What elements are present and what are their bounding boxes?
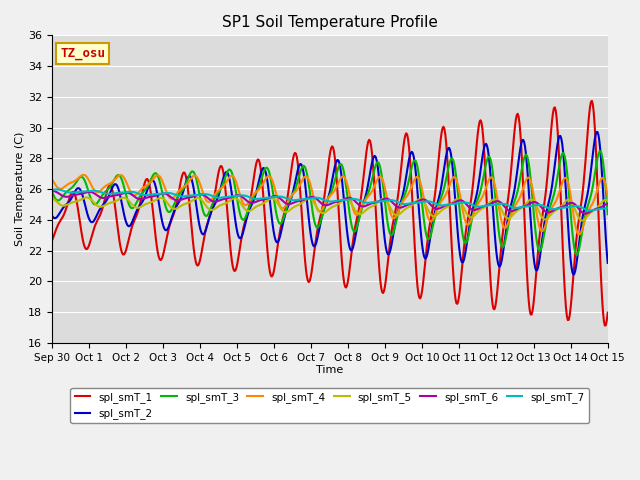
X-axis label: Time: Time	[316, 365, 343, 375]
spl_smT_2	[419, 248, 427, 254]
spl_smT_4	[192, 173, 200, 179]
spl_smT_5	[300, 198, 308, 204]
spl_smT_2	[570, 272, 577, 277]
spl_smT_4	[79, 172, 87, 178]
spl_smT_1	[601, 323, 609, 328]
spl_smT_3	[596, 148, 604, 154]
spl_smT_6	[420, 197, 428, 203]
spl_smT_1	[147, 186, 154, 192]
spl_smT_6	[48, 188, 56, 194]
Line: spl_smT_4: spl_smT_4	[52, 175, 608, 235]
spl_smT_7	[48, 187, 56, 193]
spl_smT_4	[420, 196, 428, 202]
spl_smT_3	[48, 188, 56, 194]
spl_smT_2	[147, 180, 154, 185]
spl_smT_4	[467, 217, 475, 223]
spl_smT_7	[376, 199, 384, 204]
spl_smT_1	[604, 310, 612, 315]
spl_smT_1	[588, 98, 596, 104]
Line: spl_smT_5: spl_smT_5	[52, 197, 608, 220]
spl_smT_2	[467, 217, 474, 223]
spl_smT_7	[586, 207, 594, 213]
spl_smT_3	[376, 161, 383, 167]
spl_smT_7	[300, 196, 308, 202]
spl_smT_6	[582, 211, 589, 216]
spl_smT_6	[192, 193, 200, 199]
Text: TZ_osu: TZ_osu	[60, 47, 105, 60]
spl_smT_7	[467, 202, 475, 207]
spl_smT_3	[419, 209, 427, 215]
spl_smT_4	[604, 194, 612, 200]
spl_smT_7	[147, 192, 155, 197]
spl_smT_5	[376, 197, 384, 203]
spl_smT_2	[191, 192, 198, 197]
spl_smT_4	[147, 179, 155, 184]
spl_smT_2	[376, 178, 383, 184]
Title: SP1 Soil Temperature Profile: SP1 Soil Temperature Profile	[222, 15, 438, 30]
spl_smT_6	[604, 201, 612, 207]
Line: spl_smT_7: spl_smT_7	[52, 190, 608, 210]
Line: spl_smT_3: spl_smT_3	[52, 151, 608, 255]
spl_smT_1	[48, 238, 56, 244]
spl_smT_3	[300, 163, 307, 169]
spl_smT_6	[49, 188, 56, 194]
spl_smT_1	[191, 253, 198, 259]
spl_smT_5	[578, 217, 586, 223]
spl_smT_6	[376, 198, 384, 204]
spl_smT_2	[604, 260, 612, 266]
spl_smT_6	[300, 197, 308, 203]
spl_smT_7	[192, 192, 200, 198]
spl_smT_4	[300, 174, 308, 180]
spl_smT_7	[52, 187, 60, 192]
Line: spl_smT_2: spl_smT_2	[52, 132, 608, 275]
spl_smT_3	[147, 179, 154, 184]
spl_smT_5	[604, 198, 612, 204]
spl_smT_6	[467, 206, 475, 212]
spl_smT_4	[575, 232, 583, 238]
spl_smT_2	[300, 168, 307, 174]
spl_smT_3	[191, 171, 198, 177]
spl_smT_5	[192, 196, 200, 202]
spl_smT_1	[300, 234, 307, 240]
spl_smT_7	[420, 199, 428, 204]
spl_smT_6	[147, 194, 155, 200]
spl_smT_5	[83, 194, 91, 200]
spl_smT_1	[419, 281, 427, 287]
spl_smT_3	[573, 252, 581, 258]
spl_smT_2	[594, 129, 602, 135]
spl_smT_5	[467, 215, 475, 220]
spl_smT_4	[48, 176, 56, 182]
spl_smT_5	[147, 200, 155, 205]
spl_smT_4	[376, 174, 384, 180]
Y-axis label: Soil Temperature (C): Soil Temperature (C)	[15, 132, 25, 246]
Legend: spl_smT_1, spl_smT_2, spl_smT_3, spl_smT_4, spl_smT_5, spl_smT_6, spl_smT_7: spl_smT_1, spl_smT_2, spl_smT_3, spl_smT…	[70, 388, 589, 423]
spl_smT_7	[604, 205, 612, 211]
spl_smT_5	[420, 199, 428, 204]
spl_smT_1	[467, 202, 474, 208]
spl_smT_3	[604, 211, 612, 217]
spl_smT_2	[48, 212, 56, 218]
spl_smT_1	[376, 267, 383, 273]
spl_smT_3	[467, 224, 474, 230]
spl_smT_5	[48, 195, 56, 201]
Line: spl_smT_1: spl_smT_1	[52, 101, 608, 325]
Line: spl_smT_6: spl_smT_6	[52, 191, 608, 214]
